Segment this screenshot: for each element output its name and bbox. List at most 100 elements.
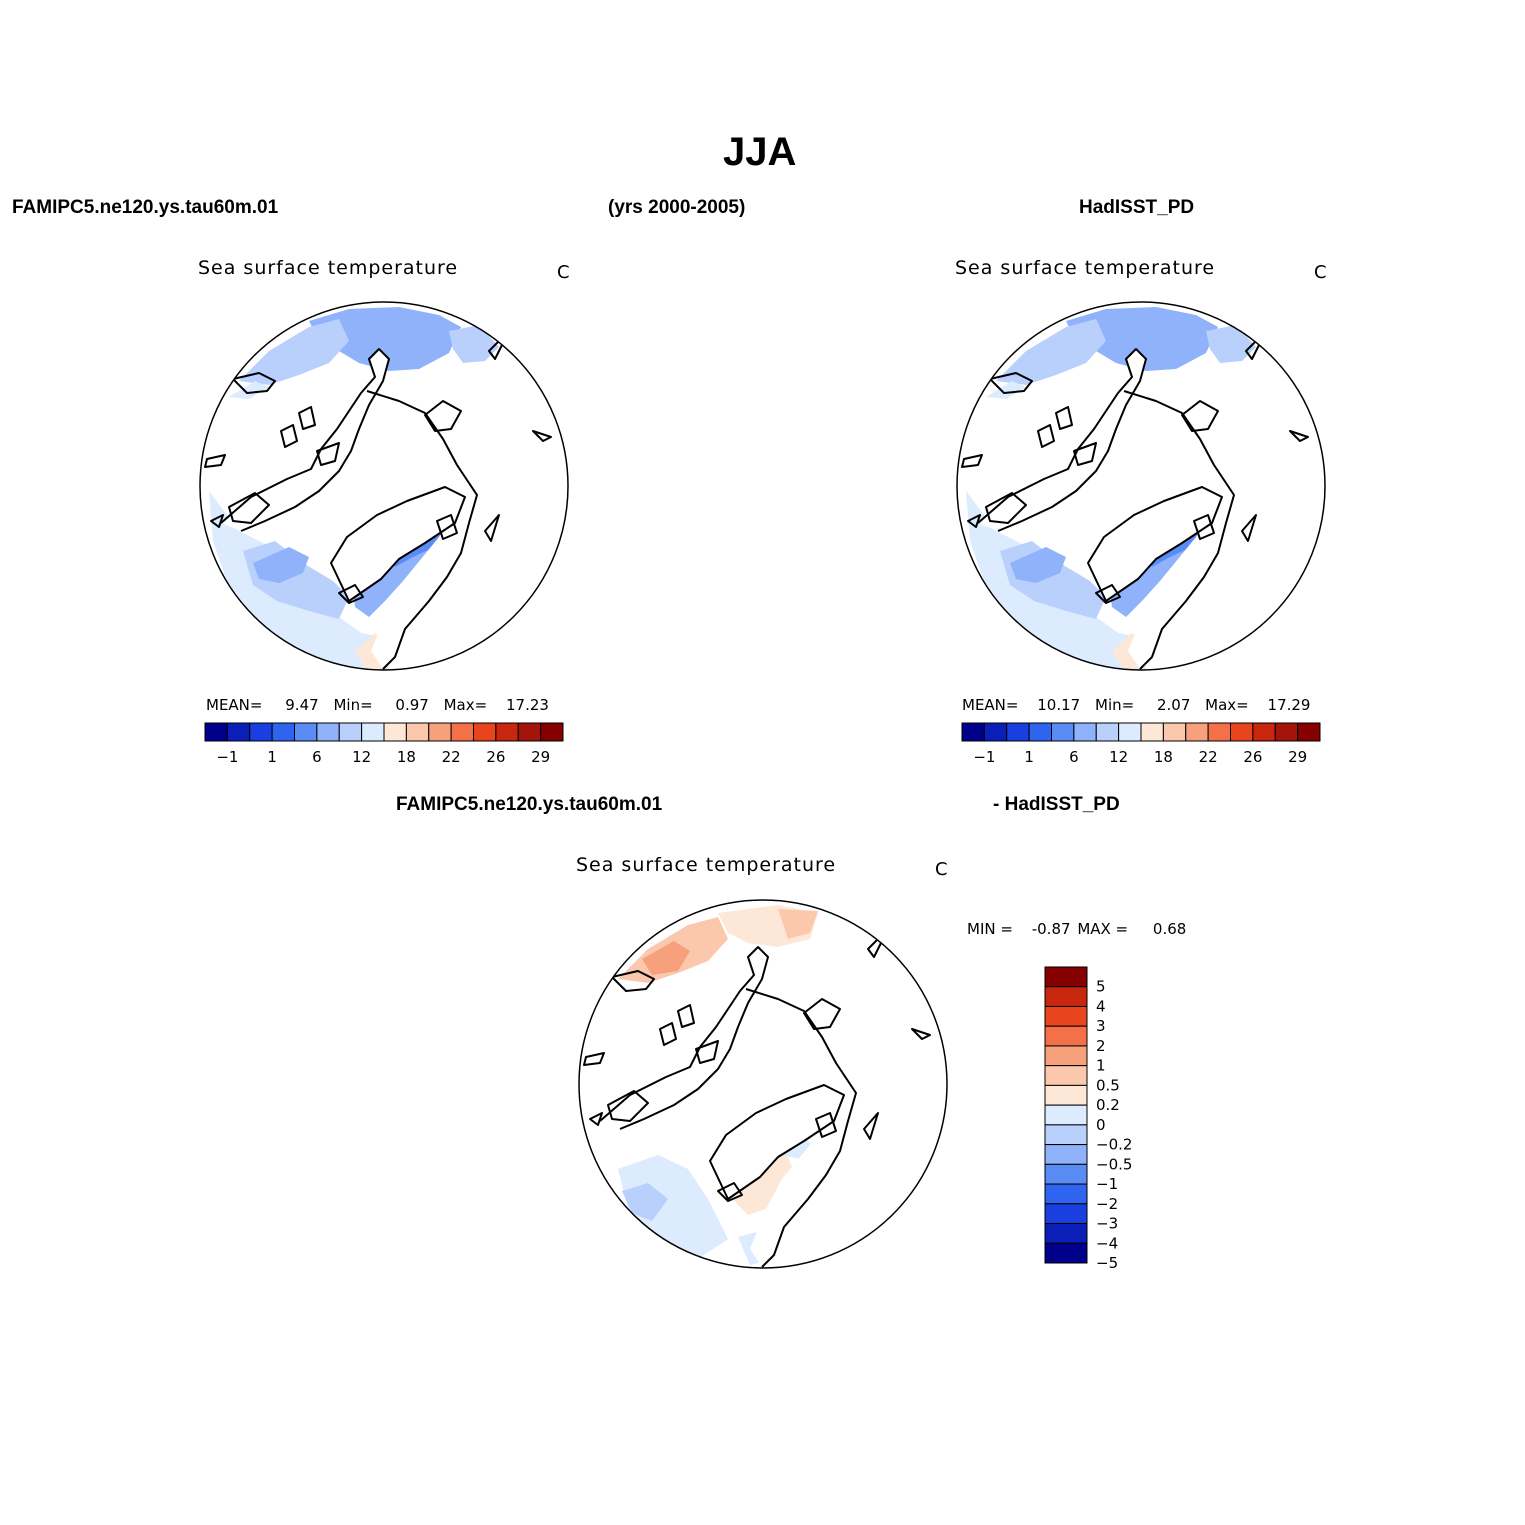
panel2-contour-region: [986, 381, 1026, 399]
panel1-colorbar-box: [450, 722, 474, 742]
panel2-colorbar-box: [1230, 722, 1254, 742]
panel1-colorbar-box: [338, 722, 363, 742]
panel1-contour-region: [239, 319, 349, 385]
panel2-max-value: 17.29: [1267, 696, 1311, 714]
panel2-colorbar-box: [1028, 722, 1052, 742]
panel2-colorbar-tick: 12: [1109, 748, 1128, 766]
panel2-min-label: Min=: [1095, 696, 1135, 714]
panel1-contour-region: [309, 307, 461, 371]
panel1-coastline: [424, 400, 462, 432]
panel1-coastline: [316, 442, 340, 466]
panel3-colorbar-box: [1044, 1025, 1088, 1047]
panel3-max-value: 0.68: [1152, 920, 1187, 938]
panel2-contour-region: [1010, 547, 1066, 583]
panel1-coastline: [436, 514, 458, 540]
panel1-colorbar-box: [361, 722, 385, 742]
panel3-colorbar: 54 3 2 10.5 0.2 0 −0.2−0.5 −1 −2 −3−4 −5: [1044, 966, 1132, 1272]
panel2-colorbar-box: [961, 722, 985, 742]
panel1-colorbar-box: [204, 722, 228, 742]
panel3-coastline: [911, 1028, 931, 1040]
panel1-polar-map: [199, 301, 569, 671]
panel2-colorbar-box: [1162, 722, 1187, 742]
panel3-land: [746, 989, 856, 1267]
panel2-mean-value: 10.17: [1037, 696, 1081, 714]
panel1-max-label: Max=: [443, 696, 488, 714]
panel3-coastline: [815, 1112, 837, 1138]
panel3-colorbar-tick: −5: [1096, 1254, 1118, 1272]
panel2-colorbar-tick: 29: [1288, 748, 1307, 766]
panel3-colorbar-tick: −2: [1096, 1195, 1118, 1213]
panel2-mean-label: MEAN=: [962, 696, 1019, 714]
panel3-coastline: [709, 1084, 845, 1200]
panel3-colorbar-tick: −0.5: [1096, 1155, 1132, 1173]
panel2-colorbar-box: [1006, 722, 1030, 742]
panel1-colorbar-box: [495, 722, 519, 742]
panel1-contour-region: [449, 325, 499, 363]
panel1-coastline: [280, 424, 298, 448]
panel2-coastline: [967, 514, 981, 528]
panel1-contour-region: [253, 547, 309, 583]
panel1-contour-region: [229, 381, 269, 399]
panel2-colorbar-box: [1252, 722, 1276, 742]
panel2-colorbar-box: [1118, 722, 1142, 742]
panel1-min-value: 0.97: [395, 696, 429, 714]
panel3-colorbar-box: [1044, 1065, 1088, 1086]
panel3-coastline: [717, 1182, 743, 1202]
panel3-title: Sea surface temperature: [576, 854, 837, 876]
panel2-land: [1088, 487, 1222, 601]
panel1-coastline: [210, 514, 224, 528]
panel3-coastline: [695, 1040, 719, 1064]
panel3-contour-region: [642, 941, 690, 975]
panel1-title: Sea surface temperature: [198, 257, 459, 279]
panel2-colorbar-tick: 18: [1154, 748, 1173, 766]
panel3-coastline: [863, 1112, 879, 1140]
panel3-colorbar-tick: −3: [1096, 1215, 1118, 1233]
panel3-colorbar-box: [1044, 1203, 1088, 1225]
panel1-colorbar-tick: −1: [216, 748, 238, 766]
panel2-colorbar-box: [1140, 722, 1164, 742]
panel1-colorbar-tick: 6: [312, 748, 322, 766]
panel3-colorbar-box: [1044, 1045, 1088, 1067]
panel2-colorbar-tick: 22: [1199, 748, 1218, 766]
panel2-min-value: 2.07: [1156, 696, 1191, 714]
panel3-contour-region: [618, 1155, 728, 1259]
panel3-min-value: -0.87: [1031, 920, 1071, 938]
panel3-coastline: [599, 946, 769, 1130]
panel2-colorbar-box: [1095, 722, 1120, 742]
panel2-coastline: [1193, 514, 1215, 540]
panel3-field: [579, 900, 947, 1268]
panel3-min-label: MIN =: [967, 920, 1013, 938]
obs-name-right: HadISST_PD: [1079, 197, 1195, 218]
panel1-colorbar-tick: 26: [486, 748, 505, 766]
panel2-map-border: [956, 301, 1326, 671]
panel3-map-border: [578, 899, 948, 1269]
diff-obs-name: - HadISST_PD: [993, 794, 1120, 815]
panel1-map-border: [199, 301, 569, 671]
panel2-colorbar-tick: 6: [1069, 748, 1079, 766]
panel1-colorbar-box: [271, 722, 295, 742]
panel3-polar-map: [578, 899, 948, 1269]
panel3-land: [710, 1085, 844, 1199]
panel1-min-label: Min=: [333, 696, 373, 714]
years-label: (yrs 2000-2005): [608, 197, 746, 218]
diff-case-name: FAMIPC5.ne120.ys.tau60m.01: [396, 794, 663, 815]
panel1-colorbar-tick: 18: [397, 748, 416, 766]
panel1-land: [331, 487, 465, 601]
panel2-colorbar-box: [1185, 722, 1209, 742]
panel3-colorbar-box: [1044, 1223, 1088, 1244]
panel2-coastline: [1055, 406, 1073, 430]
panel1-colorbar: −1 1 6 12 18 22 26 29: [204, 722, 564, 766]
panel1-colorbar-box: [473, 722, 497, 742]
panel2-coastline: [989, 372, 1033, 394]
panel3-colorbar-box: [1044, 1242, 1088, 1264]
panel1-colorbar-box: [226, 722, 251, 742]
panel3-colorbar-tick: 4: [1096, 997, 1106, 1015]
panel2-colorbar-box: [1073, 722, 1097, 742]
panel1-colorbar-box: [540, 722, 564, 742]
panel3-coastline: [803, 998, 841, 1030]
panel2-coastline: [1087, 486, 1223, 602]
panel1-colorbar-box: [316, 722, 340, 742]
panel3-colorbar-box: [1044, 1163, 1088, 1185]
panel2-coastline: [1073, 442, 1097, 466]
panel3-coastline: [745, 988, 857, 1268]
